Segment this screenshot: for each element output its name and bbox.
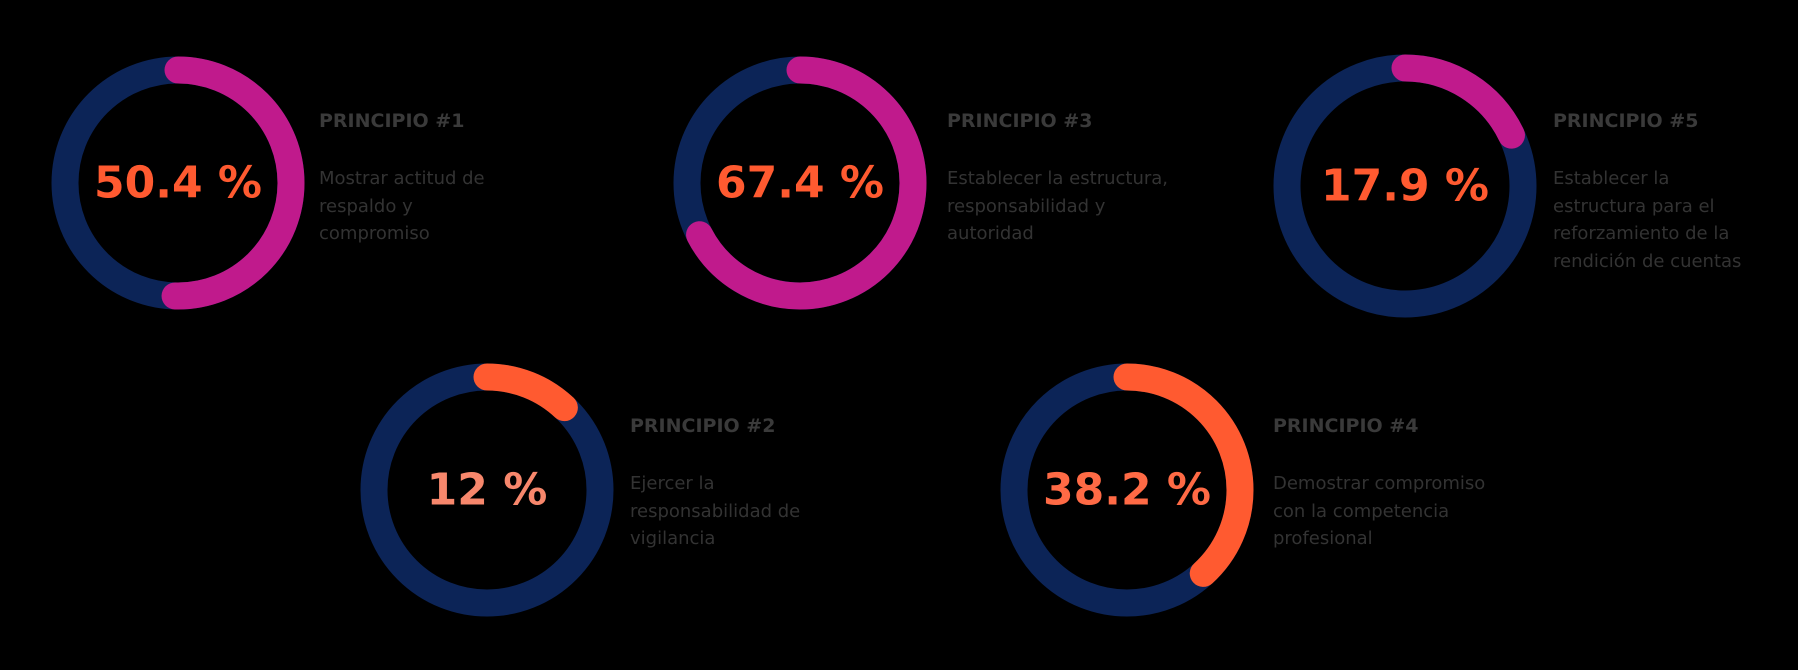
gauge-arc (1000, 363, 1254, 617)
gauge-value-label: 12 % (427, 465, 548, 516)
description-line: compromiso (319, 223, 430, 244)
principle-description: Establecer la estructura para el reforzami… (1553, 165, 1741, 275)
description-line: Demostrar compromiso (1273, 473, 1486, 494)
description-line: rendición de cuentas (1553, 250, 1742, 272)
gauge-value-label: 50.4 % (94, 158, 262, 209)
gauge-arc (1273, 54, 1537, 318)
principle-title: PRINCIPIO #3 (947, 110, 1093, 132)
description-line: profesional (1273, 528, 1373, 549)
principle-title: PRINCIPIO #1 (319, 110, 465, 132)
principle-title: PRINCIPIO #4 (1273, 415, 1419, 437)
description-line: responsabilidad de (630, 500, 801, 522)
principle-description: Mostrar actitud de respaldo y compromiso (319, 165, 485, 248)
description-line: Establecer la (1553, 168, 1670, 189)
description-line: responsabilidad y (947, 195, 1106, 217)
description-line: respaldo y (319, 195, 413, 217)
principle-description: Ejercer la responsabilidad de vigilancia (630, 470, 800, 553)
description-line: Mostrar actitud de (319, 168, 485, 189)
description-line: estructura para el (1553, 195, 1715, 217)
description-line: autoridad (947, 223, 1034, 244)
gauge-arc (360, 363, 614, 617)
description-line: reforzamiento de la (1553, 223, 1730, 244)
gauge-arc (51, 56, 305, 310)
gauge-arc (673, 56, 927, 310)
description-line: con la competencia (1273, 500, 1450, 522)
principle-title: PRINCIPIO #5 (1553, 110, 1699, 132)
gauge-value-label: 38.2 % (1043, 465, 1211, 516)
principle-description: Demostrar compromiso con la competencia pr… (1273, 470, 1485, 553)
gauge-value-label: 67.4 % (716, 158, 884, 209)
description-line: vigilancia (630, 528, 716, 549)
description-line: Ejercer la (630, 473, 715, 494)
principle-title: PRINCIPIO #2 (630, 415, 776, 437)
principle-description: Establecer la estructura, responsabilidad… (947, 165, 1168, 248)
gauge-value-label: 17.9 % (1321, 161, 1489, 212)
description-line: Establecer la estructura, (947, 168, 1169, 189)
